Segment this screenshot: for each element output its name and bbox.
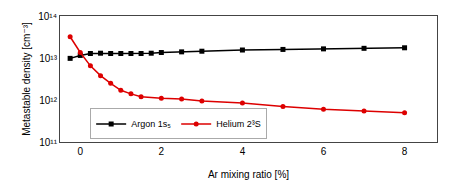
svg-text:10¹⁴: 10¹⁴: [38, 11, 57, 22]
svg-text:Metastable density [cm⁻³]: Metastable density [cm⁻³]: [21, 22, 32, 136]
svg-text:10¹²: 10¹²: [39, 95, 57, 106]
svg-text:0: 0: [77, 146, 83, 157]
svg-text:Argon 1s₅: Argon 1s₅: [131, 119, 171, 129]
svg-text:10¹¹: 10¹¹: [39, 137, 57, 148]
svg-text:Helium 2³S: Helium 2³S: [216, 119, 261, 129]
svg-text:10¹³: 10¹³: [39, 53, 57, 64]
svg-text:4: 4: [240, 146, 246, 157]
svg-text:2: 2: [159, 146, 165, 157]
svg-text:Ar mixing ratio [%]: Ar mixing ratio [%]: [208, 169, 289, 180]
svg-text:6: 6: [321, 146, 327, 157]
svg-text:8: 8: [402, 146, 408, 157]
